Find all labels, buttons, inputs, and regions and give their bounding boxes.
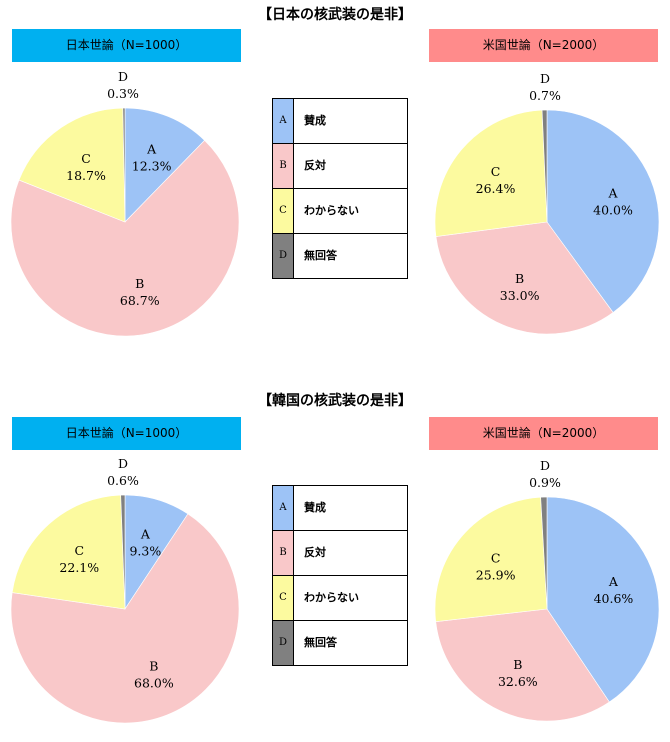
pie-label-d: D 0.3% (107, 69, 139, 101)
pie-slice-c (18, 107, 126, 223)
pie-label-value: 0.3% (107, 86, 139, 101)
pie-label-value: 9.3% (129, 543, 161, 558)
legend-item-a: A 賛成 (273, 99, 407, 144)
pie-label-value: 40.0% (593, 202, 633, 217)
pie-label-category: D (540, 458, 550, 473)
pie-label-value: 26.4% (476, 181, 516, 196)
legend-swatch: C (273, 189, 294, 233)
pie-chart-japan-on-korea: A 9.3% B 68.0% C 22.1% D 0.6% (10, 456, 240, 724)
pie-label-category: C (491, 164, 501, 179)
pie-label-b: B 32.6% (498, 657, 538, 689)
section-title-japan-armament: 【日本の核武装の是非】 (258, 7, 412, 23)
pie-label-value: 68.7% (120, 293, 160, 308)
legend-swatch: B (273, 531, 294, 575)
pie-label-category: B (149, 659, 158, 674)
pie-slice-a (546, 109, 660, 313)
pie-label-category: D (118, 456, 128, 471)
legend-box: A 賛成 B 反対 C わからない D 無回答 (272, 485, 408, 666)
legend-label: 賛成 (304, 501, 326, 514)
pie-label-value: 22.1% (59, 560, 99, 575)
pie-label-c: C 22.1% (59, 543, 99, 575)
legend-item-d: D 無回答 (273, 621, 407, 666)
pie-label-category: D (118, 69, 128, 84)
pie-label-a: A 40.0% (593, 185, 633, 217)
japan-opinion-banner: 日本世論（N=1000） (12, 417, 241, 450)
us-opinion-banner: 米国世論（N=2000） (429, 29, 658, 62)
pie-label-value: 12.3% (132, 159, 172, 174)
us-opinion-banner: 米国世論（N=2000） (429, 417, 658, 450)
pie-label-a: A 40.6% (594, 574, 634, 606)
pie-chart-us-on-korea: A 40.6% B 32.6% C 25.9% D 0.9% (434, 458, 660, 722)
legend-swatch: A (273, 486, 294, 530)
pie-label-category: A (607, 185, 618, 200)
legend-item-a: A 賛成 (273, 486, 407, 531)
legend-swatch: B (273, 144, 294, 188)
pie-label-c: C 26.4% (476, 164, 516, 196)
legend-label: 無回答 (304, 636, 337, 649)
legend-label: 賛成 (304, 114, 326, 127)
pie-slice-b (10, 513, 240, 724)
pie-label-d: D 0.6% (107, 456, 139, 488)
pie-label-b: B 68.0% (134, 659, 174, 691)
pie-label-value: 0.9% (529, 475, 561, 490)
pie-label-category: B (515, 271, 524, 286)
pie-label-category: C (81, 151, 91, 166)
legend-label: わからない (304, 204, 359, 217)
legend-label: 無回答 (304, 249, 337, 262)
pie-label-a: A 9.3% (129, 526, 161, 558)
legend-item-b: B 反対 (273, 144, 407, 189)
legend-item-b: B 反対 (273, 531, 407, 576)
pie-label-category: D (540, 71, 550, 86)
legend-item-d: D 無回答 (273, 234, 407, 279)
legend-swatch: C (273, 576, 294, 620)
pie-slice-a (546, 496, 660, 703)
pie-slice-d (120, 494, 126, 610)
pie-slice-c (11, 494, 126, 610)
pie-label-c: C 18.7% (66, 151, 106, 183)
pie-chart-japan-on-japan: A 12.3% B 68.7% C 18.7% D 0.3% (10, 69, 240, 337)
pie-slice-d (122, 107, 126, 223)
pie-slice-d (540, 496, 548, 610)
pie-label-category: A (608, 574, 619, 589)
legend-label: 反対 (304, 159, 326, 172)
legend-swatch: D (273, 621, 294, 665)
pie-label-category: A (140, 526, 151, 541)
legend-item-c: C わからない (273, 576, 407, 621)
pie-label-d: D 0.7% (529, 71, 561, 103)
legend-swatch: A (273, 99, 294, 143)
pie-label-b: B 68.7% (120, 276, 160, 308)
pie-label-category: C (74, 543, 84, 558)
legend-box: A 賛成 B 反対 C わからない D 無回答 (272, 98, 408, 279)
pie-slice-b (10, 139, 240, 337)
section-title-korea-armament: 【韓国の核武装の是非】 (258, 393, 412, 409)
legend-label: 反対 (304, 546, 326, 559)
pie-label-c: C 25.9% (476, 551, 516, 583)
pie-label-category: A (146, 142, 157, 157)
pie-label-value: 25.9% (476, 568, 516, 583)
pie-label-category: B (513, 657, 522, 672)
pie-slice-b (435, 608, 610, 722)
pie-label-value: 18.7% (66, 168, 106, 183)
pie-slice-b (435, 221, 614, 335)
pie-slice-d (541, 109, 548, 223)
pie-slice-a (124, 107, 206, 223)
legend-item-c: C わからない (273, 189, 407, 234)
pie-slice-c (434, 109, 548, 237)
pie-label-b: B 33.0% (500, 271, 540, 303)
pie-slice-c (434, 496, 548, 622)
pie-label-value: 40.6% (594, 591, 634, 606)
legend-label: わからない (304, 591, 359, 604)
legend-swatch: D (273, 234, 294, 278)
japan-opinion-banner: 日本世論（N=1000） (12, 29, 241, 62)
pie-label-category: C (491, 551, 501, 566)
pie-label-a: A 12.3% (132, 142, 172, 174)
pie-label-d: D 0.9% (529, 458, 561, 490)
pie-label-value: 0.6% (107, 473, 139, 488)
pie-label-value: 33.0% (500, 288, 540, 303)
pie-label-value: 32.6% (498, 674, 538, 689)
pie-chart-us-on-japan: A 40.0% B 33.0% C 26.4% D 0.7% (434, 71, 660, 335)
pie-label-value: 0.7% (529, 88, 561, 103)
pie-label-category: B (135, 276, 144, 291)
pie-label-value: 68.0% (134, 676, 174, 691)
